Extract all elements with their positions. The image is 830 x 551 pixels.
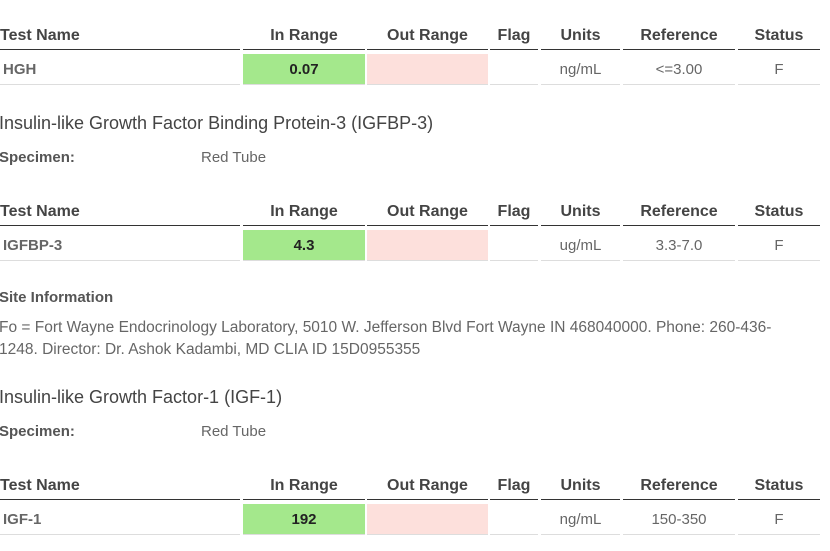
test-name: IGF-1	[0, 504, 240, 535]
column-header: Flag	[490, 474, 538, 500]
status: F	[738, 230, 820, 261]
in-range: 192	[243, 504, 365, 535]
column-header: Out Range	[367, 24, 488, 50]
cell	[367, 230, 488, 261]
column-header: In Range	[243, 24, 365, 50]
specimen-label: Specimen:	[0, 149, 75, 166]
in-range: 0.07	[243, 54, 365, 85]
cell	[490, 230, 538, 261]
cell	[367, 504, 488, 535]
cell	[367, 54, 488, 85]
reference: 3.3-7.0	[623, 230, 735, 261]
specimen-value: Red Tube	[201, 423, 267, 440]
site-title: Site Information	[0, 289, 114, 306]
test-name: IGFBP-3	[0, 230, 240, 261]
column-header: In Range	[243, 474, 365, 500]
column-header: Units	[541, 474, 620, 500]
column-header: Reference	[623, 24, 735, 50]
cell	[490, 504, 538, 535]
section-heading: Insulin-like Growth Factor-1 (IGF-1)	[0, 387, 283, 407]
column-header: Units	[541, 200, 620, 226]
status: F	[738, 504, 820, 535]
column-header: Status	[738, 474, 820, 500]
column-header: Test Name	[0, 200, 240, 226]
column-header: Status	[738, 200, 820, 226]
column-header: Out Range	[367, 200, 488, 226]
column-header: In Range	[243, 200, 365, 226]
column-header: Out Range	[367, 474, 488, 500]
reference: 150-350	[623, 504, 735, 535]
column-header: Reference	[623, 474, 735, 500]
units: ng/mL	[541, 504, 620, 535]
column-header: Status	[738, 24, 820, 50]
column-header: Units	[541, 24, 620, 50]
column-header: Reference	[623, 200, 735, 226]
units: ug/mL	[541, 230, 620, 261]
column-header: Test Name	[0, 474, 240, 500]
column-header: Test Name	[0, 24, 240, 50]
units: ng/mL	[541, 54, 620, 85]
site-text: Fo = Fort Wayne Endocrinology Laboratory…	[0, 319, 772, 358]
cell	[490, 54, 538, 85]
reference: <=3.00	[623, 54, 735, 85]
column-header: Flag	[490, 200, 538, 226]
section-heading: Insulin-like Growth Factor Binding Prote…	[0, 113, 434, 133]
in-range: 4.3	[243, 230, 365, 261]
test-name: HGH	[0, 54, 240, 85]
status: F	[738, 54, 820, 85]
column-header: Flag	[490, 24, 538, 50]
specimen-value: Red Tube	[201, 149, 267, 166]
specimen-label: Specimen:	[0, 423, 75, 440]
